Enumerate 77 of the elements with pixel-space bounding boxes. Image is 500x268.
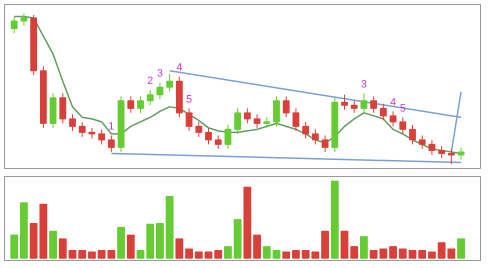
- candlestick: [195, 121, 202, 138]
- bar: [107, 250, 116, 259]
- text: 1: [108, 120, 114, 132]
- bar: [447, 248, 456, 259]
- candlestick: [428, 139, 436, 156]
- candlestick: [88, 127, 96, 139]
- candlestick: [214, 134, 222, 150]
- bar: [136, 250, 144, 259]
- bar: [146, 224, 154, 259]
- candlestick: [438, 145, 446, 158]
- bar: [20, 202, 28, 259]
- candlestick: [137, 96, 144, 114]
- candlestick: [78, 121, 86, 138]
- bar: [408, 250, 416, 259]
- candlestick: [254, 114, 260, 128]
- candlestick: [20, 13, 28, 26]
- candlestick: [10, 16, 18, 34]
- bar: [194, 252, 203, 259]
- candlestick: [282, 96, 290, 118]
- bar: [78, 250, 86, 259]
- candlestick: [244, 108, 251, 124]
- bar: [117, 226, 125, 259]
- bar: [457, 238, 465, 259]
- text: 3: [360, 78, 367, 90]
- candlestick: [418, 134, 426, 150]
- candlestick: [156, 82, 164, 100]
- text: 2: [147, 75, 154, 88]
- candlestick: [458, 146, 464, 160]
- candlestick: [370, 96, 378, 114]
- candlestick: [146, 90, 154, 106]
- bar: [58, 238, 67, 259]
- candlestick: [341, 94, 348, 110]
- candlestick: [360, 92, 368, 114]
- bar: [10, 234, 18, 259]
- candlestick: [273, 96, 280, 127]
- candlestick: [108, 134, 115, 152]
- candlestick: [166, 73, 174, 92]
- text: 5: [186, 93, 192, 106]
- bar: [49, 230, 57, 259]
- bar: [398, 248, 407, 259]
- bar: [262, 246, 271, 259]
- candlestick: [59, 92, 66, 124]
- candlestick: [292, 108, 300, 132]
- bar: [214, 250, 222, 259]
- candlestick: [234, 108, 242, 134]
- candlestick: [127, 96, 134, 114]
- candlestick: [205, 127, 212, 145]
- candlestick: [448, 148, 455, 164]
- bar: [330, 180, 339, 259]
- bar: [68, 250, 76, 259]
- candlestick: [302, 121, 310, 139]
- bar: [282, 252, 290, 259]
- bar: [39, 204, 48, 259]
- candlestick: [263, 116, 270, 128]
- bar: [418, 250, 426, 259]
- text: 4: [176, 62, 182, 74]
- candlestick: [322, 134, 328, 152]
- bar: [30, 223, 38, 259]
- bar: [204, 252, 212, 259]
- candlestick: [399, 116, 406, 134]
- candlestick: [98, 128, 106, 145]
- bar: [272, 250, 280, 259]
- text: 3: [156, 68, 163, 80]
- text: 4: [390, 96, 396, 108]
- candlestick: [409, 124, 416, 145]
- candlestick: [390, 110, 396, 127]
- bar: [350, 246, 358, 259]
- bar: [370, 250, 378, 259]
- candlestick: [380, 103, 387, 121]
- candlestick: [312, 128, 319, 145]
- candlestick: [186, 108, 192, 132]
- bar: [340, 230, 348, 259]
- bar: [360, 236, 368, 259]
- candlestick: [350, 100, 358, 114]
- candlestick: [69, 114, 76, 132]
- candlestick: [224, 124, 232, 150]
- bar: [126, 234, 135, 259]
